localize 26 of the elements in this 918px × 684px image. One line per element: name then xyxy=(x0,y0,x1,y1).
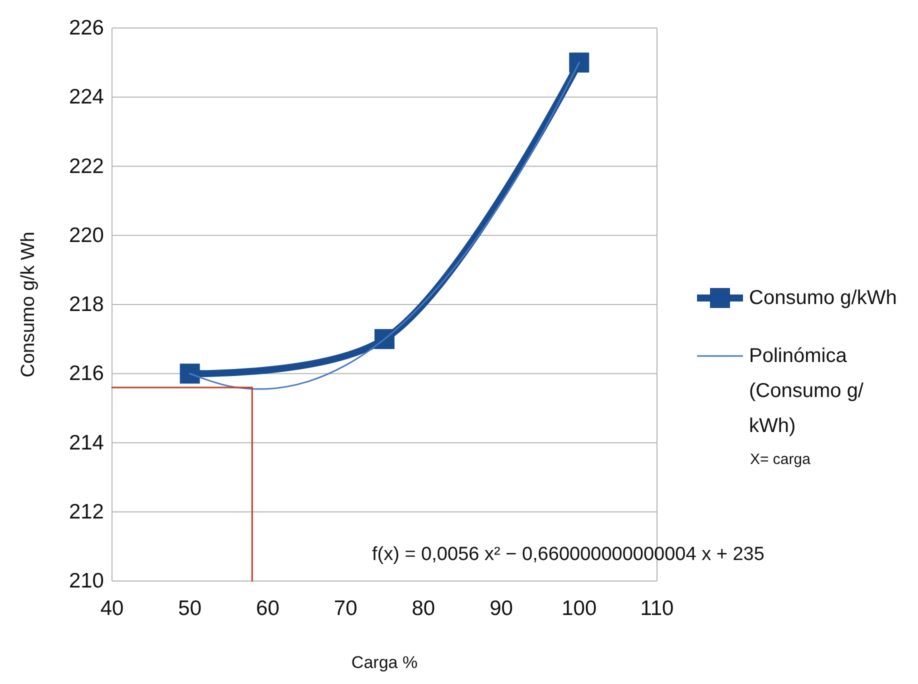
y-tick-label: 218 xyxy=(68,293,104,316)
x-tick-label: 110 xyxy=(640,597,674,620)
y-tick-label: 212 xyxy=(68,500,104,524)
legend-label: Polinómica (Consumo g/kWh) xyxy=(749,345,864,437)
point xyxy=(374,329,394,350)
x-tick-label: 50 xyxy=(178,597,202,620)
x-tick-label: 60 xyxy=(256,597,280,620)
x-tick-label: 80 xyxy=(412,597,436,620)
y-tick-label: 214 xyxy=(68,431,104,454)
y-tick-label: 220 xyxy=(68,224,104,247)
y-tick-label: 216 xyxy=(68,362,104,386)
y-tick-label: 224 xyxy=(68,86,104,109)
annotation: f(x) = 0,0056 x² − 0,660000000000004 x + 235 xyxy=(372,544,764,565)
legend-label: Consumo g/kWh xyxy=(749,287,897,309)
point xyxy=(569,52,590,73)
x-tick-label: 90 xyxy=(490,597,513,620)
y-axis-title: Consumo g/k Wh xyxy=(18,232,39,378)
x-tick-label: 100 xyxy=(562,597,597,620)
point xyxy=(180,364,200,384)
y-tick-label: 222 xyxy=(68,154,104,178)
y-tick-label: 210 xyxy=(68,570,104,592)
text: X= carga xyxy=(750,451,812,468)
y-tick-label: 226 xyxy=(68,16,104,40)
x-tick-label: 70 xyxy=(334,597,358,620)
x-axis-title: Carga % xyxy=(351,653,418,672)
x-tick-label: 40 xyxy=(100,597,124,620)
